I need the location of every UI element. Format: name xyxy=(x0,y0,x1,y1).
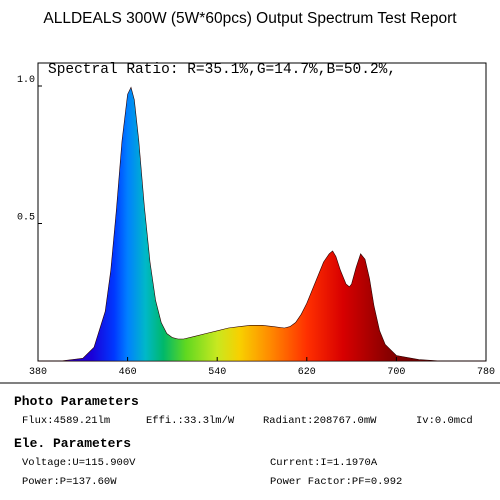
x-tick-label: 460 xyxy=(119,367,137,378)
spectral-ratio: Spectral Ratio: R=35.1%,G=14.7%,B=50.2%, xyxy=(48,62,397,78)
efficiency-value: Effi.:33.3lm/W xyxy=(146,415,235,427)
x-axis: 380 460 540 620 700 780 xyxy=(29,357,495,378)
report-title: ALLDEALS 300W (5W*60pcs) Output Spectrum… xyxy=(43,10,457,27)
flux-value: Flux:4589.21lm xyxy=(22,415,111,427)
photo-parameters-heading: Photo Parameters xyxy=(14,394,139,409)
x-tick-label: 780 xyxy=(477,367,495,378)
ele-parameters-heading: Ele. Parameters xyxy=(14,436,132,451)
radiant-value: Radiant:208767.0mW xyxy=(263,415,377,427)
x-tick-label: 700 xyxy=(387,367,405,378)
x-tick-label: 620 xyxy=(298,367,316,378)
power-factor-value: Power Factor:PF=0.992 xyxy=(270,476,403,488)
x-tick-label: 540 xyxy=(208,367,226,378)
iv-value: Iv:0.0mcd xyxy=(416,415,473,427)
y-tick-label: 0.5 xyxy=(17,213,35,224)
spectrum-area xyxy=(38,86,486,362)
voltage-value: Voltage:U=115.900V xyxy=(22,457,136,469)
y-tick-label: 1.0 xyxy=(17,75,35,86)
current-value: Current:I=1.1970A xyxy=(270,457,378,469)
y-axis: 1.0 0.5 xyxy=(17,75,42,224)
x-tick-label: 380 xyxy=(29,367,47,378)
power-value: Power:P=137.60W xyxy=(22,476,117,488)
